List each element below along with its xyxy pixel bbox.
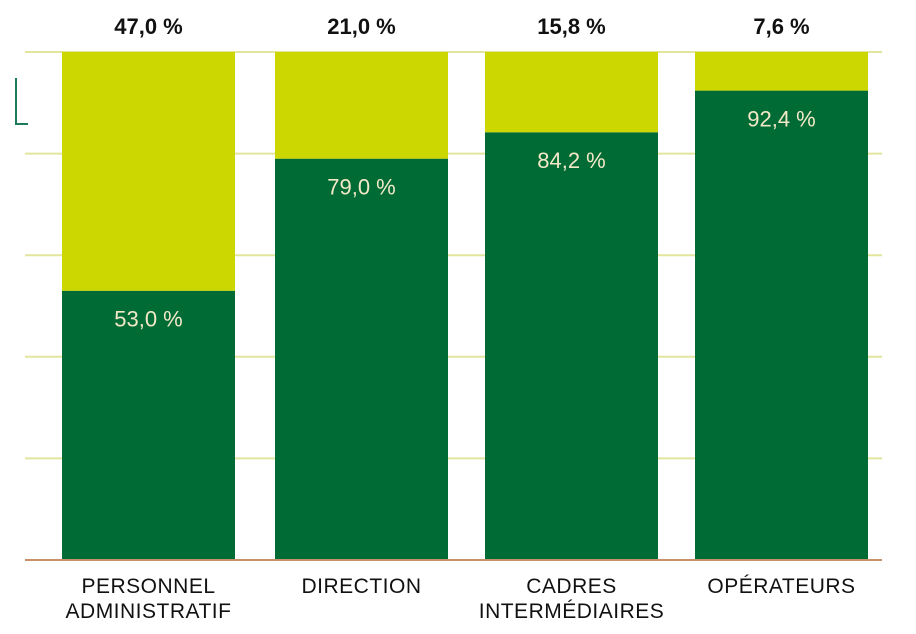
value-label: 21,0 % bbox=[327, 14, 396, 39]
x-tick-label: PERSONNEL ADMINISTRATIF bbox=[65, 575, 232, 623]
cropped-fragment bbox=[15, 78, 28, 125]
bar-segment bbox=[695, 90, 868, 560]
value-label: 53,0 % bbox=[114, 307, 183, 332]
bar-segment bbox=[275, 52, 448, 159]
value-label: 47,0 % bbox=[114, 14, 183, 39]
value-label: 84,2 % bbox=[537, 148, 606, 173]
bar-segment bbox=[485, 132, 658, 561]
value-label: 92,4 % bbox=[747, 106, 816, 131]
x-tick-label: DIRECTION bbox=[301, 575, 422, 598]
value-label: 15,8 % bbox=[537, 14, 606, 39]
bar-segment bbox=[62, 290, 235, 560]
bar-segment bbox=[62, 52, 235, 291]
x-tick-label: OPÉRATEURS bbox=[707, 575, 856, 598]
x-tick-label: CADRES INTERMÉDIAIRES bbox=[478, 575, 665, 623]
bar-segment bbox=[695, 52, 868, 91]
value-label: 7,6 % bbox=[753, 14, 809, 39]
bar-segment bbox=[485, 52, 658, 133]
bar-segment bbox=[275, 158, 448, 560]
value-label: 79,0 % bbox=[327, 174, 396, 199]
